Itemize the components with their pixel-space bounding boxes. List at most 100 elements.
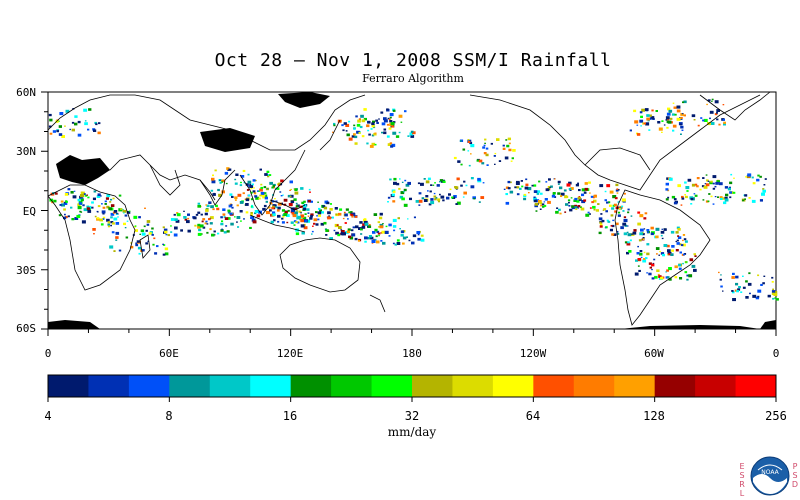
rain-pixel [240,181,242,184]
rain-pixel [637,258,642,261]
rain-pixel [58,214,62,217]
rain-pixel [533,190,538,193]
rain-pixel [152,243,155,246]
rain-pixel [742,286,746,289]
rain-pixel [725,193,729,197]
rain-pixel [486,164,489,166]
rain-pixel [183,216,187,219]
rain-pixel [386,123,390,126]
rain-pixel [243,182,246,184]
rain-pixel [83,108,88,112]
rain-pixel [679,251,682,254]
rain-pixel [587,211,590,214]
rain-pixel [469,141,473,145]
rain-pixel [510,160,513,162]
rain-pixel [543,201,546,203]
rain-pixel [226,230,230,233]
rain-pixel [363,108,367,111]
rain-pixel [687,178,692,182]
rain-pixel [423,178,426,180]
rain-pixel [604,226,607,229]
rain-pixel [315,211,318,214]
rain-pixel [376,230,380,233]
rain-pixel [294,188,298,191]
rain-pixel [162,226,165,229]
rain-pixel [773,291,778,294]
rain-pixel [345,123,350,127]
rain-pixel [325,234,328,236]
rain-pixel [567,199,571,202]
rain-pixel [113,210,118,213]
rain-pixel [392,225,397,228]
rain-pixel [449,188,452,191]
rain-pixel [616,232,620,235]
rain-pixel [71,218,75,221]
rain-pixel [657,273,660,276]
rain-pixel [58,120,60,122]
rain-pixel [559,186,563,190]
rain-pixel [399,178,401,180]
rain-pixel [260,183,263,186]
rain-pixel [684,240,688,243]
rain-pixel [360,228,363,231]
rain-pixel [344,213,348,217]
x-axis-label-0: 0 [44,347,52,360]
rain-pixel [316,215,318,217]
rain-pixel [616,192,619,194]
rain-pixel [65,109,70,113]
rain-pixel [578,189,581,192]
rain-pixel [84,194,87,197]
rain-pixel [306,208,310,211]
rain-pixel [427,190,429,192]
rain-pixel [402,236,407,240]
x-axis-label-60e: 60E [159,347,179,360]
rain-pixel [481,162,485,165]
rain-pixel [714,100,719,104]
rain-pixel [80,191,85,195]
rain-pixel [101,203,103,205]
rain-pixel [342,129,345,132]
rain-pixel [673,201,678,205]
rain-pixel [310,215,313,218]
rain-pixel [667,196,670,199]
rain-pixel [242,169,246,172]
rain-pixel [208,201,212,204]
rain-pixel [174,226,178,230]
rain-pixel [502,144,505,147]
rain-pixel [437,200,440,203]
x-axis-label-180: 180 [402,347,422,360]
rain-pixel [206,223,209,225]
no-data-regions [48,92,776,329]
rain-pixel [205,220,208,223]
rain-pixel [643,228,646,230]
rain-pixel [732,298,736,302]
rain-pixel [716,112,718,114]
x-axis-label-60w: 60W [644,347,664,360]
rain-pixel [87,209,92,213]
rain-pixel [250,187,253,190]
rain-pixel [665,182,669,186]
rain-pixel [371,134,375,137]
rain-pixel [360,233,363,235]
rain-pixel [771,281,774,283]
rain-pixel [83,193,86,195]
rain-pixel [55,120,59,123]
rain-pixel [574,206,578,209]
rain-pixel [84,120,87,122]
rain-pixel [577,182,579,185]
rain-pixel [527,187,532,191]
rain-pixel [392,242,395,245]
rain-pixel [577,205,581,208]
rain-pixel [94,215,97,218]
rain-pixel [700,117,703,119]
rain-pixel [194,224,197,227]
rain-pixel [390,122,395,126]
rain-pixel [359,221,363,224]
rain-pixel [134,225,137,227]
rain-pixel [668,109,673,113]
rain-pixel [661,237,664,240]
rain-pixel [404,110,407,113]
x-axis-label-0-right: 0 [772,347,780,360]
rain-pixel [679,123,682,126]
rain-pixel [485,153,489,157]
